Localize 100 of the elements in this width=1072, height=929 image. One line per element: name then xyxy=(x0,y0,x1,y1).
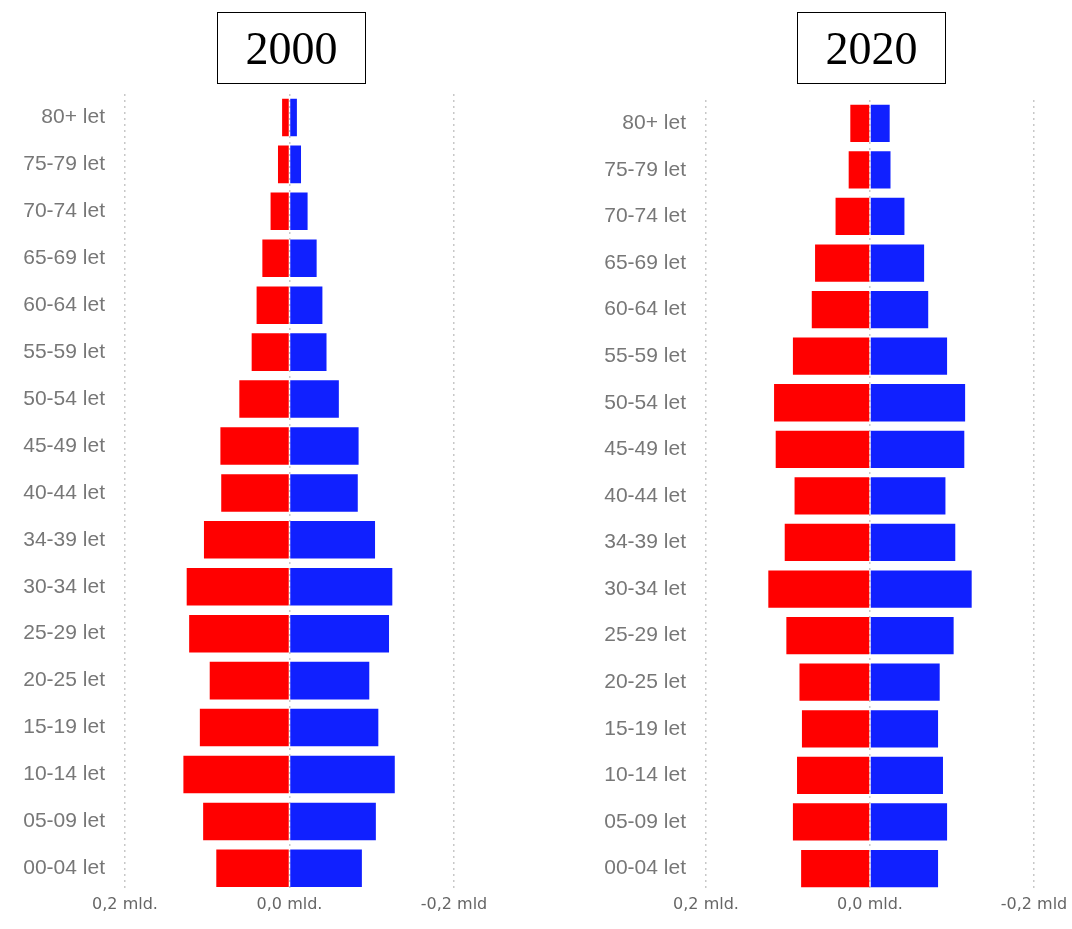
bar xyxy=(290,755,395,794)
bar xyxy=(848,151,870,189)
y-tick-label: 40-44 let xyxy=(23,479,106,503)
bar xyxy=(786,617,870,655)
y-tick-label: 45-49 let xyxy=(23,432,106,456)
y-tick-label: 20-25 let xyxy=(604,669,687,692)
y-tick-label: 10-14 let xyxy=(23,761,106,785)
y-tick-label: 10-14 let xyxy=(604,762,687,786)
bar xyxy=(203,521,289,559)
bar xyxy=(290,521,376,559)
y-tick-label: 25-29 let xyxy=(23,620,106,644)
chart-title: 2000 xyxy=(217,12,366,84)
bar xyxy=(870,570,972,608)
y-tick-label: 60-64 let xyxy=(604,296,687,320)
x-tick-label: 0,2 mld. xyxy=(673,893,739,913)
bar xyxy=(870,197,905,236)
bar xyxy=(870,523,956,562)
bar xyxy=(870,337,948,375)
bar xyxy=(794,477,870,515)
y-tick-label: 00-04 let xyxy=(604,855,687,879)
bar xyxy=(290,474,358,512)
y-tick-label: 75-79 let xyxy=(604,156,687,180)
bar xyxy=(290,192,308,231)
bar xyxy=(870,803,948,841)
y-tick-label: 80+ let xyxy=(622,110,687,134)
bar xyxy=(290,286,323,324)
bar xyxy=(290,380,339,418)
bar xyxy=(792,337,870,375)
y-tick-label: 45-49 let xyxy=(604,436,687,460)
bar xyxy=(290,567,393,606)
x-tick-label: 0,0 mld. xyxy=(837,893,903,913)
x-tick-label: -0,2 mld xyxy=(420,893,488,913)
bar xyxy=(189,614,289,653)
bar xyxy=(801,849,870,888)
y-tick-label: 15-19 let xyxy=(604,715,687,739)
bar xyxy=(799,663,870,701)
bar xyxy=(290,849,362,888)
bar xyxy=(870,617,954,655)
y-tick-label: 70-74 let xyxy=(604,203,687,227)
y-tick-label: 15-19 let xyxy=(23,714,106,738)
bar xyxy=(262,239,289,278)
y-tick-label: 40-44 let xyxy=(604,482,687,506)
bar xyxy=(870,384,966,422)
bar xyxy=(199,708,289,747)
bar xyxy=(870,849,939,888)
y-tick-label: 05-09 let xyxy=(23,808,106,832)
y-tick-label: 50-54 let xyxy=(23,385,106,409)
y-tick-label: 20-25 let xyxy=(23,667,106,691)
bar xyxy=(870,756,943,794)
bar xyxy=(216,849,289,888)
y-tick-label: 30-34 let xyxy=(23,573,106,597)
y-tick-label: 80+ let xyxy=(41,104,106,128)
bar xyxy=(220,427,289,465)
bar xyxy=(792,803,870,841)
bar xyxy=(290,661,370,700)
y-tick-label: 25-29 let xyxy=(604,622,687,646)
bar xyxy=(290,145,302,184)
bar xyxy=(251,333,289,371)
y-tick-label: 55-59 let xyxy=(604,342,687,366)
bar xyxy=(811,290,870,329)
bar xyxy=(270,192,289,231)
bar xyxy=(801,710,870,748)
bar xyxy=(203,802,289,841)
x-tick-label: 0,2 mld. xyxy=(92,893,158,913)
x-tick-label: -0,2 mld xyxy=(1000,893,1068,913)
bar xyxy=(870,710,939,748)
y-tick-label: 50-54 let xyxy=(604,389,687,413)
y-tick-label: 60-64 let xyxy=(23,291,106,315)
y-tick-label: 34-39 let xyxy=(23,526,106,550)
bar xyxy=(186,567,289,606)
bar xyxy=(290,708,379,747)
bar xyxy=(815,244,870,282)
bar xyxy=(209,661,289,700)
bar xyxy=(290,98,297,137)
bar xyxy=(870,663,940,701)
bar xyxy=(183,755,289,794)
y-tick-label: 65-69 let xyxy=(23,245,106,269)
bar xyxy=(870,151,891,189)
bar xyxy=(797,756,870,794)
chart-title: 2020 xyxy=(797,12,946,84)
bar xyxy=(774,384,870,422)
bar xyxy=(870,430,965,468)
bar xyxy=(290,427,359,465)
bar xyxy=(277,145,289,184)
bar xyxy=(775,430,870,468)
bar xyxy=(256,286,289,324)
y-tick-label: 00-04 let xyxy=(23,855,106,879)
y-tick-label: 75-79 let xyxy=(23,151,106,175)
bar xyxy=(282,98,289,137)
bar xyxy=(290,802,376,841)
bar xyxy=(239,380,289,418)
bar xyxy=(221,474,289,512)
bar xyxy=(290,239,317,278)
bar xyxy=(870,290,929,329)
y-tick-label: 05-09 let xyxy=(604,808,687,832)
y-tick-label: 55-59 let xyxy=(23,338,106,362)
bar xyxy=(290,333,327,371)
bar xyxy=(784,523,870,562)
bar xyxy=(870,104,890,142)
y-tick-label: 30-34 let xyxy=(604,575,687,599)
